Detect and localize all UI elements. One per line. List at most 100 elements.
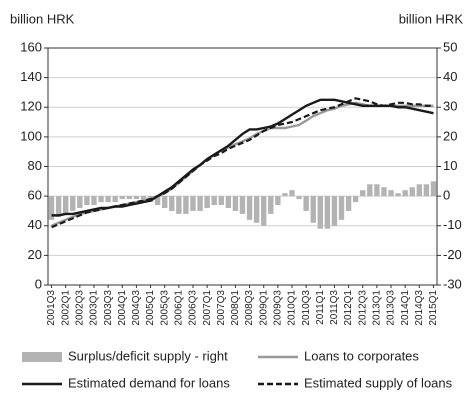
- bar: [289, 190, 295, 197]
- bar: [77, 196, 83, 208]
- bar: [169, 196, 175, 211]
- line: [51, 97, 434, 229]
- bar: [338, 196, 345, 220]
- y2-tick-label: -20: [443, 247, 462, 262]
- bar: [324, 196, 331, 229]
- bar: [70, 196, 76, 211]
- bar: [402, 190, 408, 197]
- bar: [275, 196, 281, 206]
- bar: [310, 196, 316, 223]
- x-tick-label: 2006Q3: [188, 290, 199, 326]
- x-tick-label: 2011Q1: [315, 290, 326, 325]
- plot-frame: [47, 47, 438, 286]
- y-tick-label: 40: [28, 217, 42, 232]
- x-tick-label: 2004Q3: [131, 290, 142, 326]
- x-tick-label: 2002Q1: [60, 290, 71, 326]
- bar: [395, 193, 401, 197]
- bar: [190, 196, 196, 211]
- bar: [105, 196, 111, 203]
- bar: [416, 184, 423, 197]
- bar: [352, 196, 359, 203]
- x-tick-label: 2001Q3: [46, 290, 57, 326]
- bar: [423, 184, 430, 197]
- bar: [261, 196, 267, 226]
- bar: [162, 196, 168, 208]
- bar: [268, 196, 274, 214]
- bar: [225, 196, 232, 208]
- legend-label: Loans to corporates: [304, 348, 419, 363]
- bar: [197, 196, 203, 211]
- bar: [126, 196, 133, 200]
- bar: [154, 196, 161, 206]
- legend-label: Surplus/deficit supply - right: [68, 348, 228, 363]
- x-tick-label: 2007Q3: [216, 290, 227, 326]
- x-tick-label: 2005Q1: [145, 290, 156, 326]
- x-tick-label: 2012Q3: [357, 290, 368, 326]
- bar: [360, 190, 366, 197]
- y2-tick-label: 30: [443, 99, 457, 114]
- bar: [409, 187, 415, 197]
- bar: [253, 196, 260, 223]
- y-tick-label: 160: [20, 39, 42, 54]
- bar: [232, 196, 239, 211]
- bar: [48, 196, 55, 220]
- x-tick-label: 2013Q3: [386, 290, 397, 326]
- bar: [211, 196, 217, 206]
- x-tick-label: 2014Q3: [414, 290, 425, 326]
- bar: [119, 196, 125, 200]
- bar: [84, 196, 90, 206]
- bar: [91, 196, 97, 206]
- x-tick-label: 2007Q1: [202, 290, 213, 326]
- bar: [204, 196, 210, 208]
- bar: [388, 190, 394, 197]
- legend-label: Estimated demand for loans: [68, 375, 230, 390]
- bar: [246, 196, 253, 220]
- bar: [331, 196, 338, 226]
- x-tick-label: 2005Q3: [159, 290, 170, 326]
- bar: [176, 196, 182, 214]
- legend-swatch: [22, 352, 62, 362]
- bar: [239, 196, 246, 214]
- y-tick-label: 120: [20, 99, 42, 114]
- bar: [317, 196, 323, 229]
- y2-tick-label: 50: [443, 39, 457, 54]
- y-tick-label: 140: [20, 69, 42, 84]
- y2-tick-label: 10: [443, 158, 457, 173]
- y-axis-label: billion HRK: [10, 11, 75, 26]
- y2-tick-label: -10: [443, 217, 462, 232]
- x-tick-label: 2010Q1: [287, 290, 298, 326]
- bar: [367, 184, 373, 197]
- bar: [374, 184, 380, 197]
- y-tick-label: 100: [20, 128, 42, 143]
- x-tick-label: 2009Q1: [258, 290, 269, 326]
- y-tick-label: 20: [28, 247, 42, 262]
- x-tick-label: 2009Q3: [273, 290, 284, 326]
- x-tick-label: 2010Q3: [301, 290, 312, 326]
- x-tick-label: 2003Q1: [89, 290, 100, 326]
- y2-tick-label: 0: [443, 188, 450, 203]
- bar: [303, 196, 309, 211]
- bar: [296, 196, 302, 200]
- y2-tick-label: 20: [443, 128, 457, 143]
- bar: [381, 187, 387, 197]
- bar: [282, 193, 288, 197]
- x-tick-label: 2011Q3: [329, 290, 340, 325]
- x-tick-label: 2003Q3: [103, 290, 114, 326]
- x-tick-label: 2014Q1: [400, 290, 411, 326]
- x-tick-label: 2015Q1: [428, 290, 439, 326]
- y-tick-label: 60: [28, 188, 42, 203]
- bar: [345, 196, 352, 211]
- bar: [430, 181, 437, 197]
- bar: [112, 196, 118, 203]
- x-tick-label: 2004Q1: [117, 290, 128, 326]
- legend-label: Estimated supply of loans: [304, 375, 453, 390]
- x-tick-label: 2002Q3: [74, 290, 85, 326]
- y-tick-label: 0: [35, 276, 42, 291]
- y2-tick-label: -30: [443, 276, 462, 291]
- y2-axis-label: billion HRK: [399, 11, 464, 26]
- x-tick-label: 2012Q1: [343, 290, 354, 326]
- bar: [55, 196, 62, 217]
- bar: [218, 196, 224, 206]
- y2-tick-label: 40: [443, 69, 457, 84]
